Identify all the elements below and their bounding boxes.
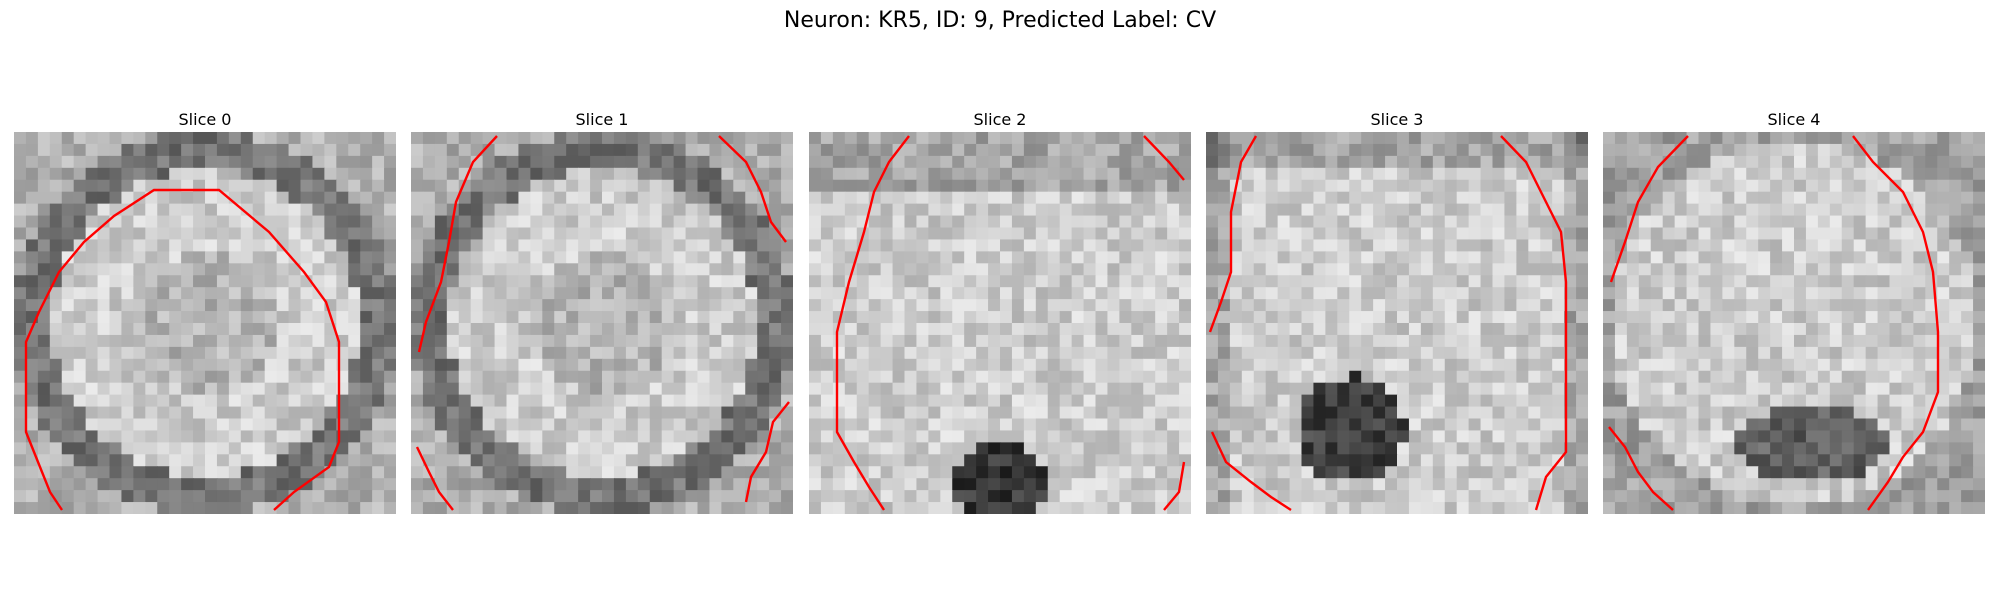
figure-title: Neuron: KR5, ID: 9, Predicted Label: CV (783, 8, 1217, 33)
slice-image (809, 132, 1191, 514)
slice-title: Slice 0 (178, 110, 232, 129)
slice-image (1603, 132, 1985, 514)
slice-panel-0: Slice 0 (14, 108, 396, 514)
slice-panel-4: Slice 4 (1603, 108, 1985, 514)
slice-image (1206, 132, 1588, 514)
slice-title: Slice 2 (973, 110, 1027, 129)
slice-title: Slice 4 (1767, 110, 1821, 129)
slice-panel-1: Slice 1 (411, 108, 793, 514)
slice-panel-2: Slice 2 (809, 108, 1191, 514)
slice-image (14, 132, 396, 514)
slice-title: Slice 1 (575, 110, 629, 129)
slice-title: Slice 3 (1370, 110, 1424, 129)
slice-image (411, 132, 793, 514)
slice-panel-3: Slice 3 (1206, 108, 1588, 514)
